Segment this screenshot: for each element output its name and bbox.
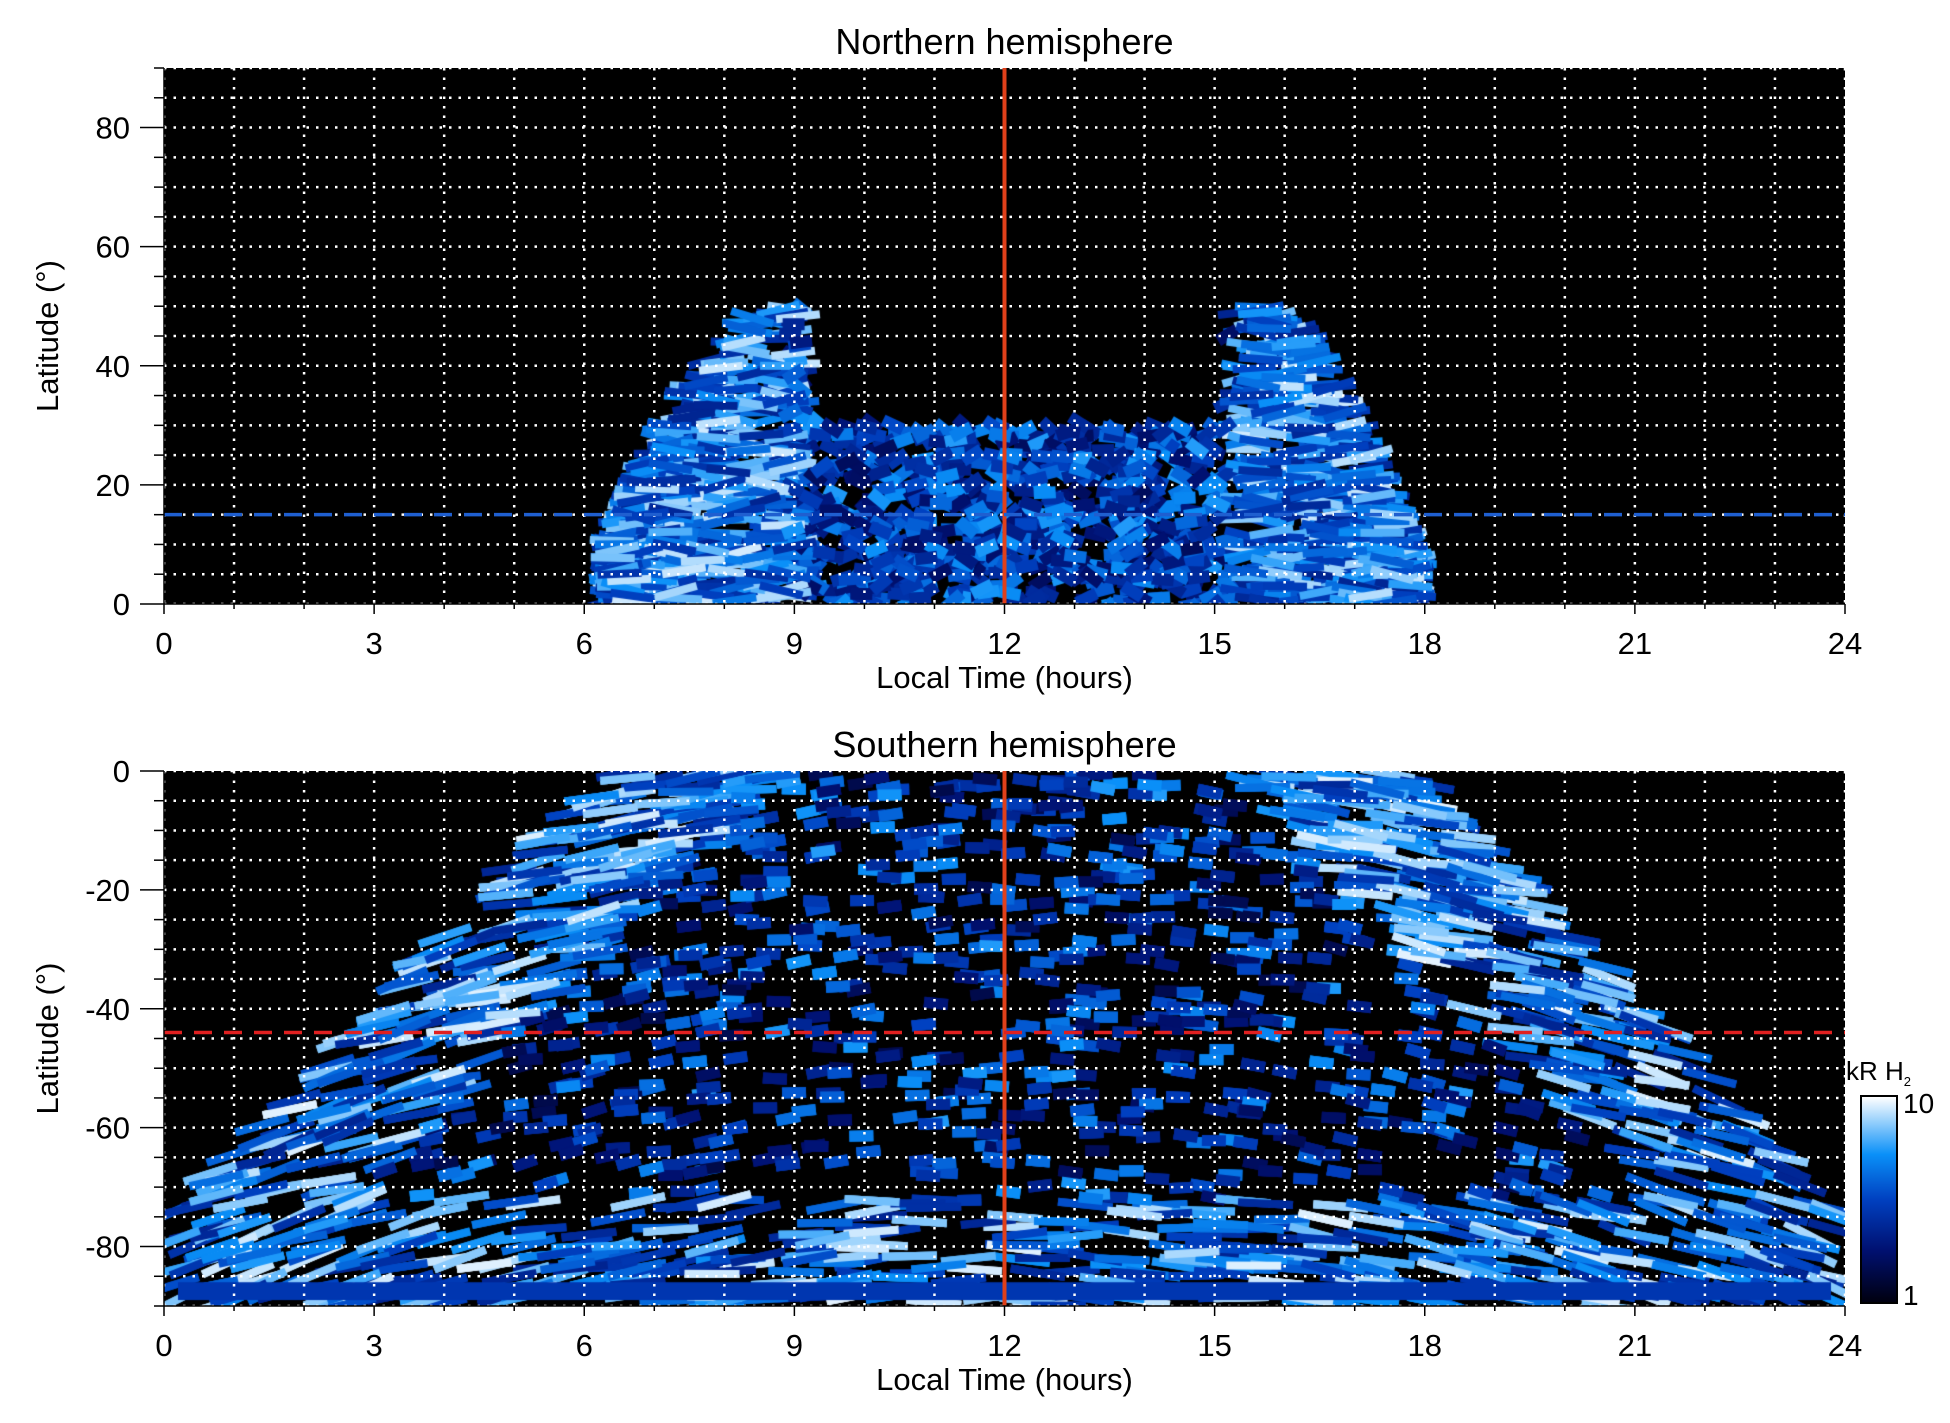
x-tick-label: 21: [1618, 1328, 1652, 1363]
chart-title: Northern hemisphere: [835, 21, 1173, 62]
y-tick-label: 40: [96, 349, 130, 384]
x-tick-label: 0: [155, 626, 172, 661]
colorbar-min-label: 1: [1903, 1280, 1919, 1311]
x-tick-label: 15: [1197, 1328, 1231, 1363]
x-tick-label: 6: [576, 626, 593, 661]
y-tick-label: 80: [96, 111, 130, 146]
x-tick-label: 9: [786, 1328, 803, 1363]
x-axis-label: Local Time (hours): [876, 660, 1133, 695]
colorbar-label-main: kR H: [1846, 1056, 1904, 1086]
y-tick-label: -40: [85, 992, 130, 1027]
colorbar-label-sub: 2: [1903, 1074, 1912, 1090]
y-tick-label: 60: [96, 230, 130, 265]
x-tick-label: 12: [987, 626, 1021, 661]
y-axis-label: Latitude (°): [30, 963, 65, 1115]
x-tick-label: 3: [366, 1328, 383, 1363]
x-tick-label: 21: [1618, 626, 1652, 661]
y-tick-label: 20: [96, 468, 130, 503]
x-tick-label: 6: [576, 1328, 593, 1363]
x-axis-label: Local Time (hours): [876, 1362, 1133, 1397]
x-tick-label: 9: [786, 626, 803, 661]
x-tick-label: 18: [1408, 626, 1442, 661]
x-tick-label: 24: [1828, 1328, 1862, 1363]
y-tick-label: -20: [85, 873, 130, 908]
x-tick-label: 15: [1197, 626, 1231, 661]
x-tick-label: 18: [1408, 1328, 1442, 1363]
colorbar-label: kR H2: [1846, 1056, 1911, 1089]
y-tick-label: -60: [85, 1111, 130, 1146]
x-tick-label: 24: [1828, 626, 1862, 661]
colorbar-max-label: 10: [1903, 1088, 1935, 1119]
colorbar: [1860, 1095, 1898, 1304]
y-axis-label: Latitude (°): [30, 260, 65, 412]
y-tick-label: 0: [113, 587, 130, 622]
y-tick-label: 0: [113, 754, 130, 789]
x-tick-label: 0: [155, 1328, 172, 1363]
chart-title: Southern hemisphere: [832, 724, 1176, 765]
x-tick-label: 3: [366, 626, 383, 661]
y-tick-label: -80: [85, 1230, 130, 1265]
x-tick-label: 12: [987, 1328, 1021, 1363]
